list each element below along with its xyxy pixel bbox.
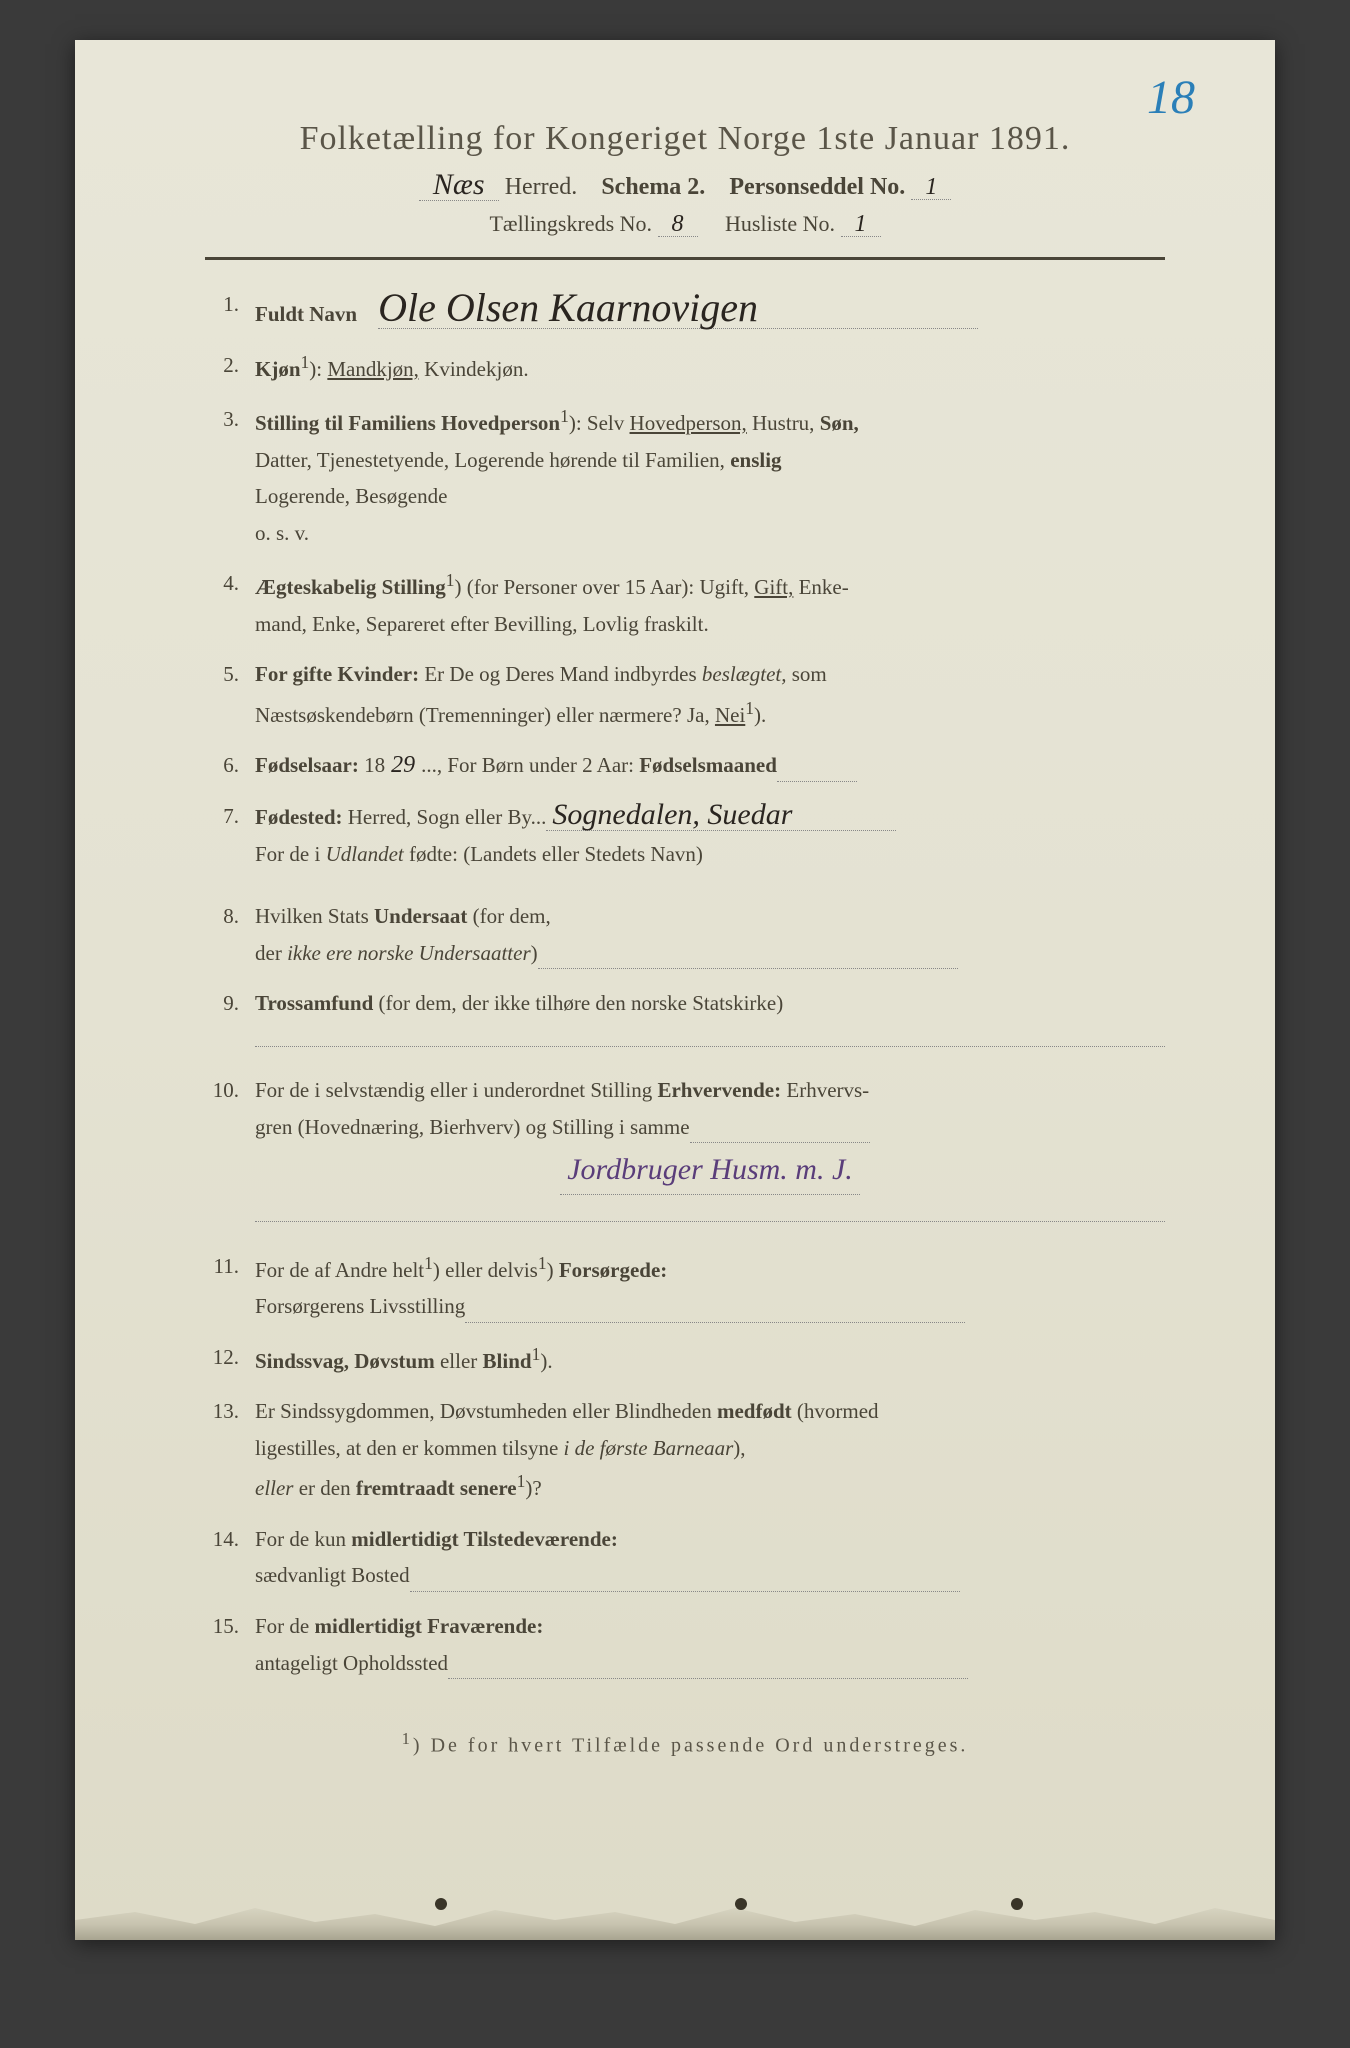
footnote-ref: 1 [560,406,569,426]
field-label: Fødselsaar: [255,753,359,777]
birthmonth-blank [777,759,857,782]
field-occupation: 10. For de i selvstændig eller i underor… [205,1074,1165,1231]
field-num: 8. [205,900,255,933]
stain-decoration [1011,1898,1023,1910]
field-num: 12. [205,1341,255,1374]
field-name: 1. Fuldt Navn Ole Olsen Kaarnovigen [205,288,1165,331]
field-dependents: 11. For de af Andre helt1) eller delvis1… [205,1250,1165,1323]
field-temporarily-present: 14. For de kun midlertidigt Tilstedevære… [205,1523,1165,1592]
herred-value: Næs [419,170,499,201]
field-num: 2. [205,349,255,382]
field-label: Sindssvag, Døvstum [255,1349,435,1373]
name-value: Ole Olsen Kaarnovigen [378,288,978,329]
header-divider [205,257,1165,260]
birthplace-value: Sognedalen, Suedar [546,800,896,831]
field-disability-onset: 13. Er Sindssygdommen, Døvstumheden elle… [205,1395,1165,1505]
footnote-ref: 1 [538,1253,547,1273]
gender-selected: Mandkjøn, [327,357,419,381]
field-label: medfødt [717,1399,792,1423]
field-num: 11. [205,1250,255,1283]
field-label: Stilling til Familiens Hovedperson [255,411,560,435]
field-label: Undersaat [374,904,467,928]
field-label: midlertidigt Tilstedeværende: [351,1527,618,1551]
form-fields-list: 1. Fuldt Navn Ole Olsen Kaarnovigen 2. K… [205,288,1165,1679]
field-label: Erhvervende: [657,1078,781,1102]
field-temporarily-absent: 15. For de midlertidigt Fraværende: anta… [205,1610,1165,1679]
field-num: 13. [205,1395,255,1428]
field-religion: 9. Trossamfund (for dem, der ikke tilhør… [205,987,1165,1056]
occupation-blank [255,1199,1165,1222]
stain-decoration [735,1898,747,1910]
field-birthplace: 7. Fødested: Herred, Sogn eller By...Sog… [205,800,1165,870]
field-disability: 12. Sindssvag, Døvstum eller Blind1). [205,1341,1165,1378]
field-label: Fuldt Navn [255,302,357,326]
field-label: Fødested: [255,805,343,829]
field-label: Ægteskabelig Stilling [255,575,446,599]
page-number-annotation: 18 [1147,70,1195,125]
field-num: 4. [205,567,255,600]
footnote: 1) De for hvert Tilfælde passende Ord un… [205,1729,1165,1758]
stain-decoration [435,1898,447,1910]
birthyear-value: 29 [385,753,421,777]
field-label: midlertidigt Fraværende: [315,1614,544,1638]
field-num: 7. [205,800,255,833]
census-form-page: 18 Folketælling for Kongeriget Norge 1st… [75,40,1275,1940]
field-num: 14. [205,1523,255,1556]
relation-selected: Nei [715,703,745,727]
field-married-women: 5. For gifte Kvinder: Er De og Deres Man… [205,658,1165,731]
field-num: 6. [205,749,255,782]
footnote-ref: 1 [745,698,754,718]
taellingskreds-label: Tællingskreds No. [489,211,652,236]
field-marital-status: 4. Ægteskabelig Stilling1) (for Personer… [205,567,1165,640]
personseddel-label: Personseddel No. [729,174,905,200]
present-blank [410,1569,960,1592]
taellingskreds-value: 8 [658,212,698,237]
position-selected: Hovedperson, [630,411,747,435]
field-nationality: 8. Hvilken Stats Undersaat (for dem, der… [205,900,1165,969]
field-num: 5. [205,658,255,691]
form-title: Folketælling for Kongeriget Norge 1ste J… [205,120,1165,158]
field-label: Forsørgede: [559,1258,667,1282]
form-subtitle-line2: Tællingskreds No. 8 Husliste No. 1 [205,211,1165,237]
nationality-blank [538,946,958,969]
field-num: 15. [205,1610,255,1643]
form-header: Folketælling for Kongeriget Norge 1ste J… [205,120,1165,237]
field-label: For gifte Kvinder: [255,662,419,686]
marital-selected: Gift, [754,575,793,599]
field-num: 3. [205,403,255,436]
footnote-ref: 1 [424,1253,433,1273]
footnote-ref: 1 [446,570,455,590]
field-household-position: 3. Stilling til Familiens Hovedperson1):… [205,403,1165,549]
absent-blank [448,1656,968,1679]
field-label: Trossamfund [255,991,373,1015]
footnote-text: ) De for hvert Tilfælde passende Ord und… [413,1735,968,1757]
form-subtitle-line1: Næs Herred. Schema 2. Personseddel No. 1 [205,170,1165,201]
field-gender: 2. Kjøn1): Mandkjøn, Kvindekjøn. [205,349,1165,386]
field-birthyear: 6. Fødselsaar: 1829..., For Børn under 2… [205,749,1165,782]
schema-label: Schema 2. [601,174,705,200]
personseddel-value: 1 [911,175,951,200]
field-num: 1. [205,288,255,321]
dependents-blank [465,1300,965,1323]
footnote-ref: 1 [301,352,310,372]
footnote-marker: 1 [402,1729,413,1748]
herred-label: Herred. [505,174,578,200]
torn-edge-decoration [75,1900,1275,1940]
field-num: 10. [205,1074,255,1107]
field-label: Kjøn [255,357,301,381]
husliste-label: Husliste No. [725,211,835,236]
occupation-value: Jordbruger Husm. m. J. [560,1147,860,1195]
religion-blank [255,1024,1165,1047]
field-num: 9. [205,987,255,1020]
husliste-value: 1 [841,212,881,237]
